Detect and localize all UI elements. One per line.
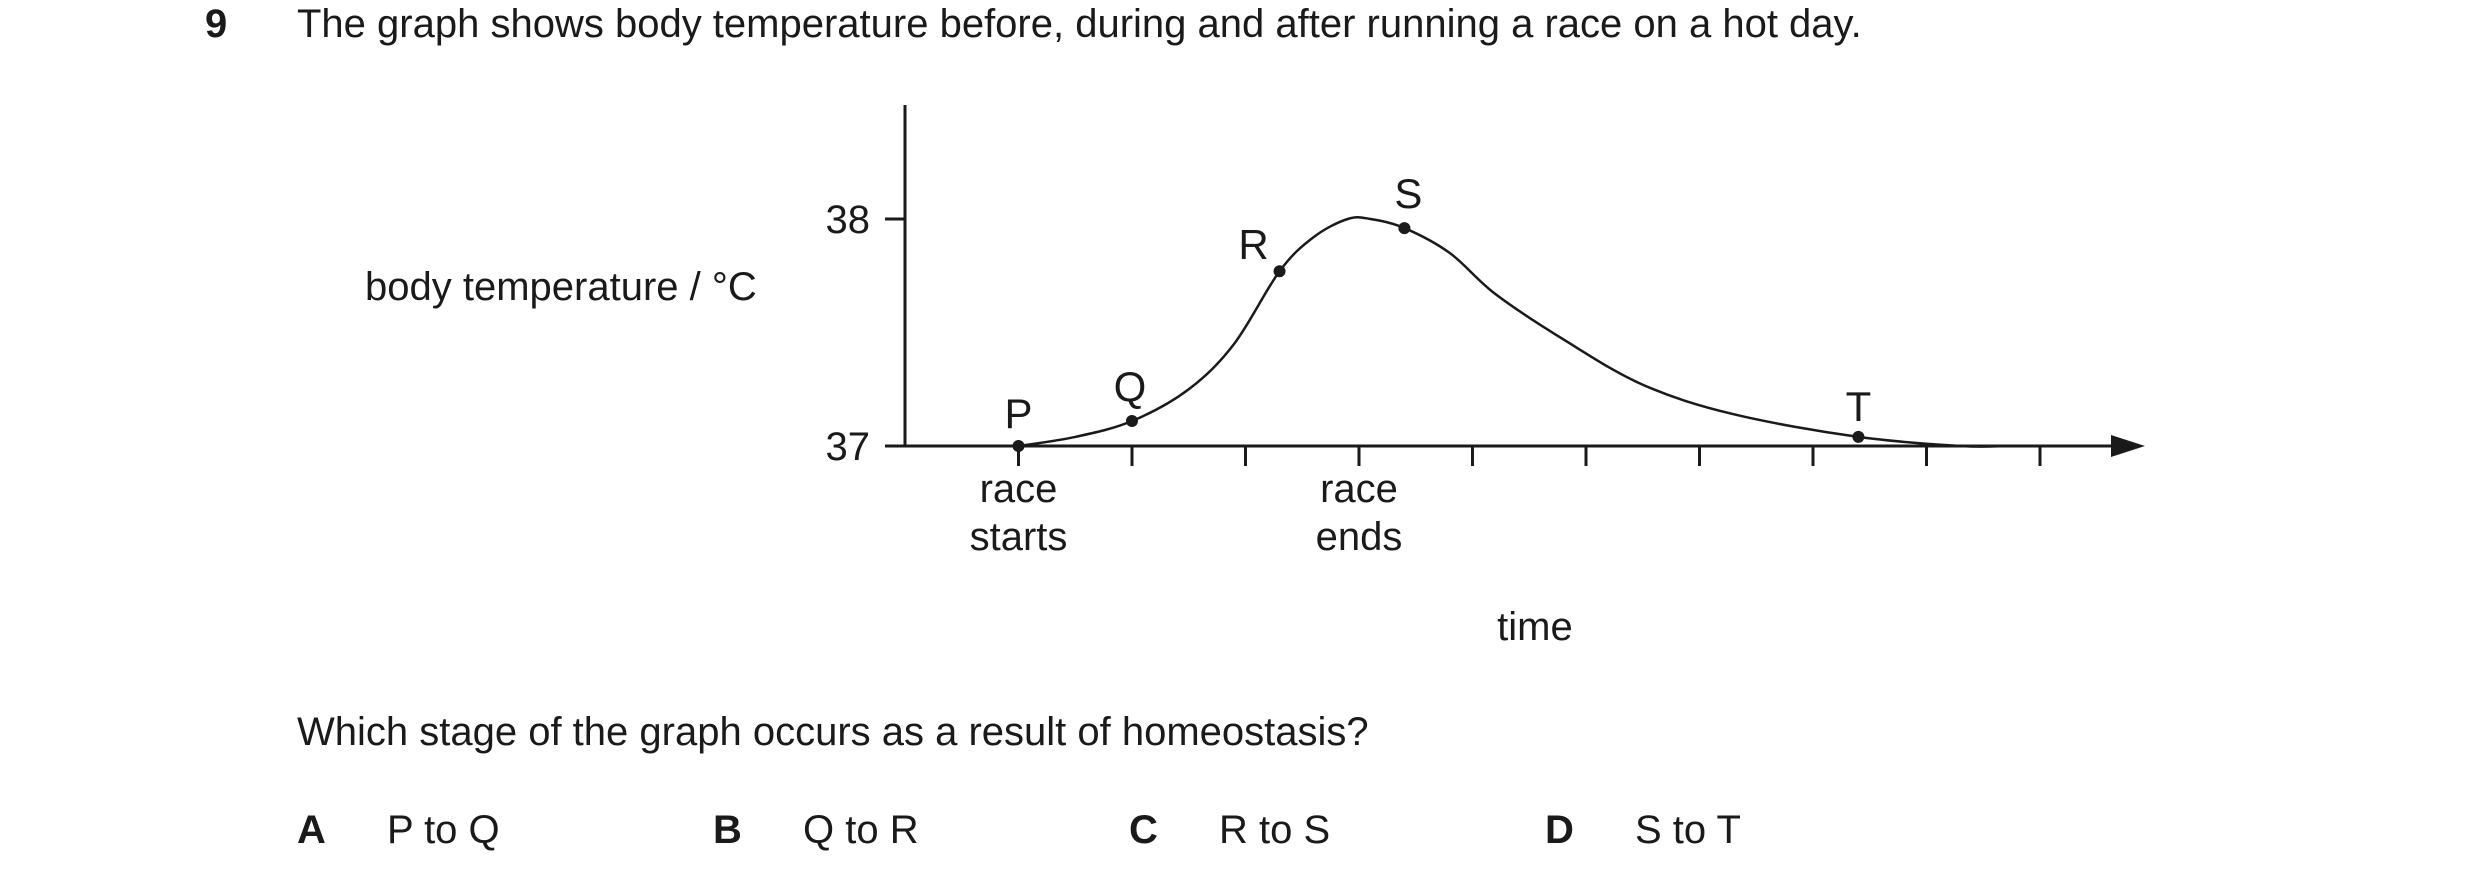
option-text: R to S bbox=[1219, 808, 1331, 852]
option-text: P to Q bbox=[387, 808, 500, 852]
x-tick-label: starts bbox=[970, 515, 1068, 559]
option-c[interactable]: C R to S bbox=[1129, 808, 1330, 853]
y-tick-label: 38 bbox=[826, 198, 871, 242]
point-label-q: Q bbox=[1114, 363, 1147, 410]
y-tick-label: 37 bbox=[826, 425, 871, 469]
x-axis-arrowhead bbox=[2111, 435, 2145, 457]
point-label-t: T bbox=[1846, 383, 1872, 430]
option-text: Q to R bbox=[803, 808, 919, 852]
question-prompt: Which stage of the graph occurs as a res… bbox=[297, 710, 1369, 754]
question-stem: The graph shows body temperature before,… bbox=[297, 2, 1862, 46]
x-axis-label: time bbox=[1497, 605, 1573, 649]
point-p bbox=[1012, 440, 1025, 452]
point-t bbox=[1852, 430, 1865, 443]
points-layer bbox=[1012, 222, 1865, 452]
x-tick-label: race bbox=[1320, 467, 1398, 511]
point-q bbox=[1126, 415, 1138, 428]
point-r bbox=[1273, 265, 1286, 278]
point-label-r: R bbox=[1238, 221, 1268, 268]
option-letter: A bbox=[297, 808, 326, 852]
option-d[interactable]: D S to T bbox=[1545, 808, 1741, 853]
point-s bbox=[1398, 222, 1411, 235]
option-letter: D bbox=[1545, 808, 1574, 852]
labels-layer: time P Q R S T bbox=[1004, 170, 1871, 649]
option-text: S to T bbox=[1635, 808, 1741, 852]
question-number: 9 bbox=[205, 2, 228, 46]
axes bbox=[903, 105, 2145, 457]
option-letter: C bbox=[1129, 808, 1158, 852]
option-a[interactable]: A P to Q bbox=[297, 808, 500, 853]
x-tick-label: race bbox=[980, 467, 1058, 511]
x-tick-label: ends bbox=[1316, 515, 1403, 559]
point-label-s: S bbox=[1394, 170, 1422, 217]
point-label-p: P bbox=[1004, 390, 1032, 437]
option-b[interactable]: B Q to R bbox=[713, 808, 919, 853]
option-letter: B bbox=[713, 808, 742, 852]
y-axis-label: body temperature / °C bbox=[365, 265, 757, 309]
